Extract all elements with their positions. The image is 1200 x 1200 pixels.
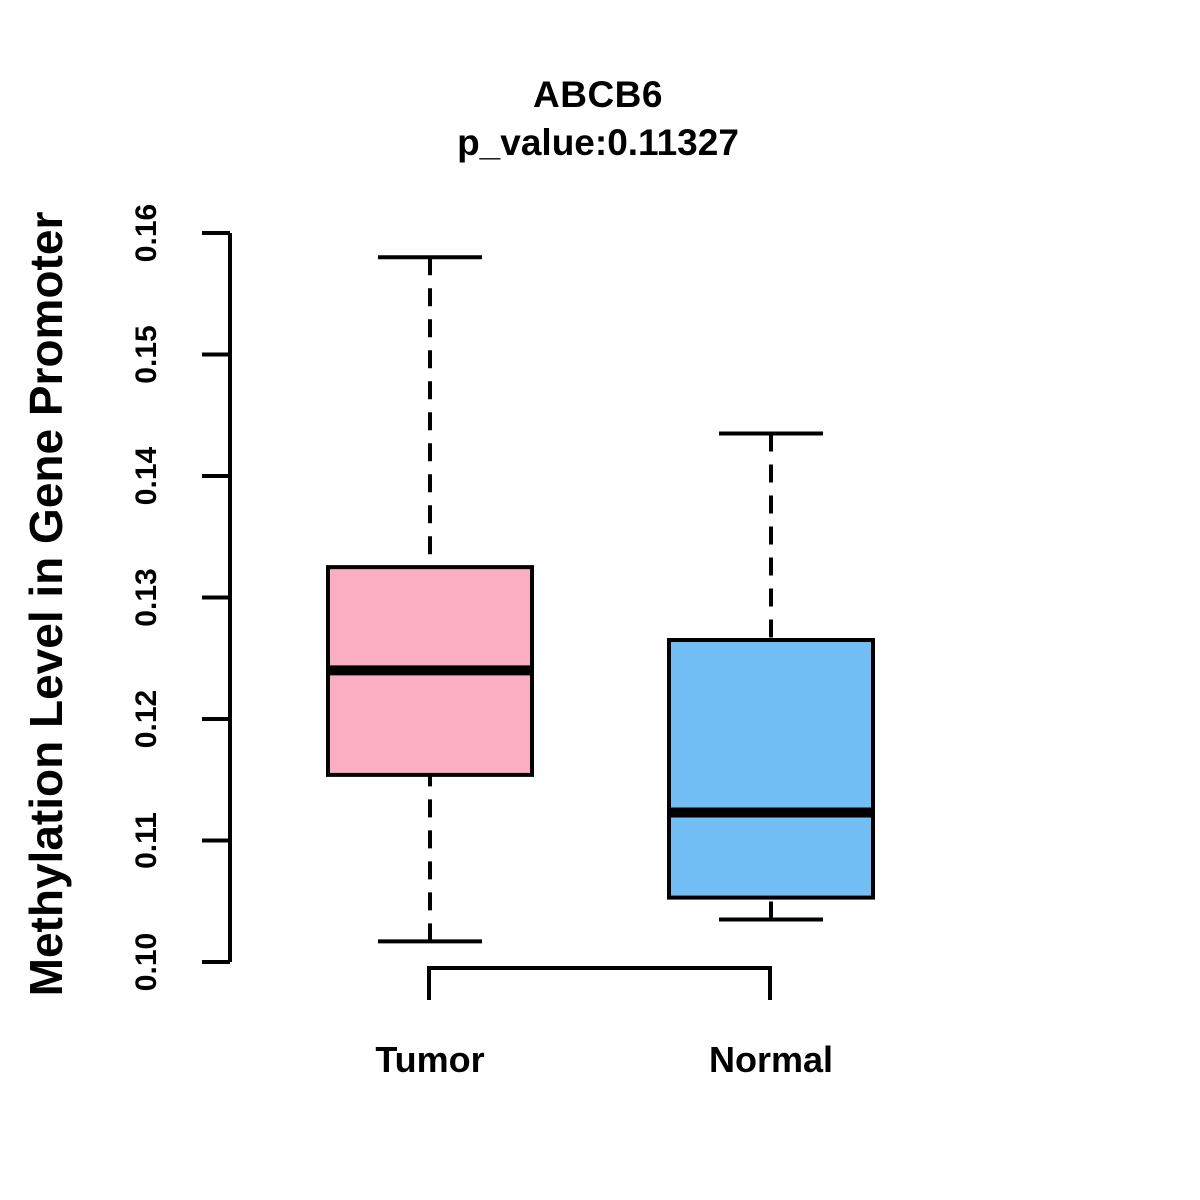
y-tick-label: 0.10 <box>130 933 163 991</box>
y-tick-label: 0.16 <box>130 204 163 262</box>
iqr-box <box>667 638 875 900</box>
chart-subtitle: p_value:0.11327 <box>457 122 739 163</box>
y-tick-label: 0.13 <box>130 568 163 626</box>
x-category-label: Normal <box>709 1039 833 1080</box>
chart-title: ABCB6 <box>533 74 663 115</box>
y-tick-label: 0.15 <box>130 325 163 383</box>
y-tick-label: 0.11 <box>130 812 163 869</box>
y-tick-label: 0.14 <box>130 446 163 505</box>
y-tick-label: 0.12 <box>130 690 163 748</box>
x-category-label: Tumor <box>375 1039 484 1080</box>
boxplot-normal <box>667 431 875 922</box>
x-axis-bracket <box>427 966 772 1000</box>
boxplot-tumor <box>326 255 534 944</box>
